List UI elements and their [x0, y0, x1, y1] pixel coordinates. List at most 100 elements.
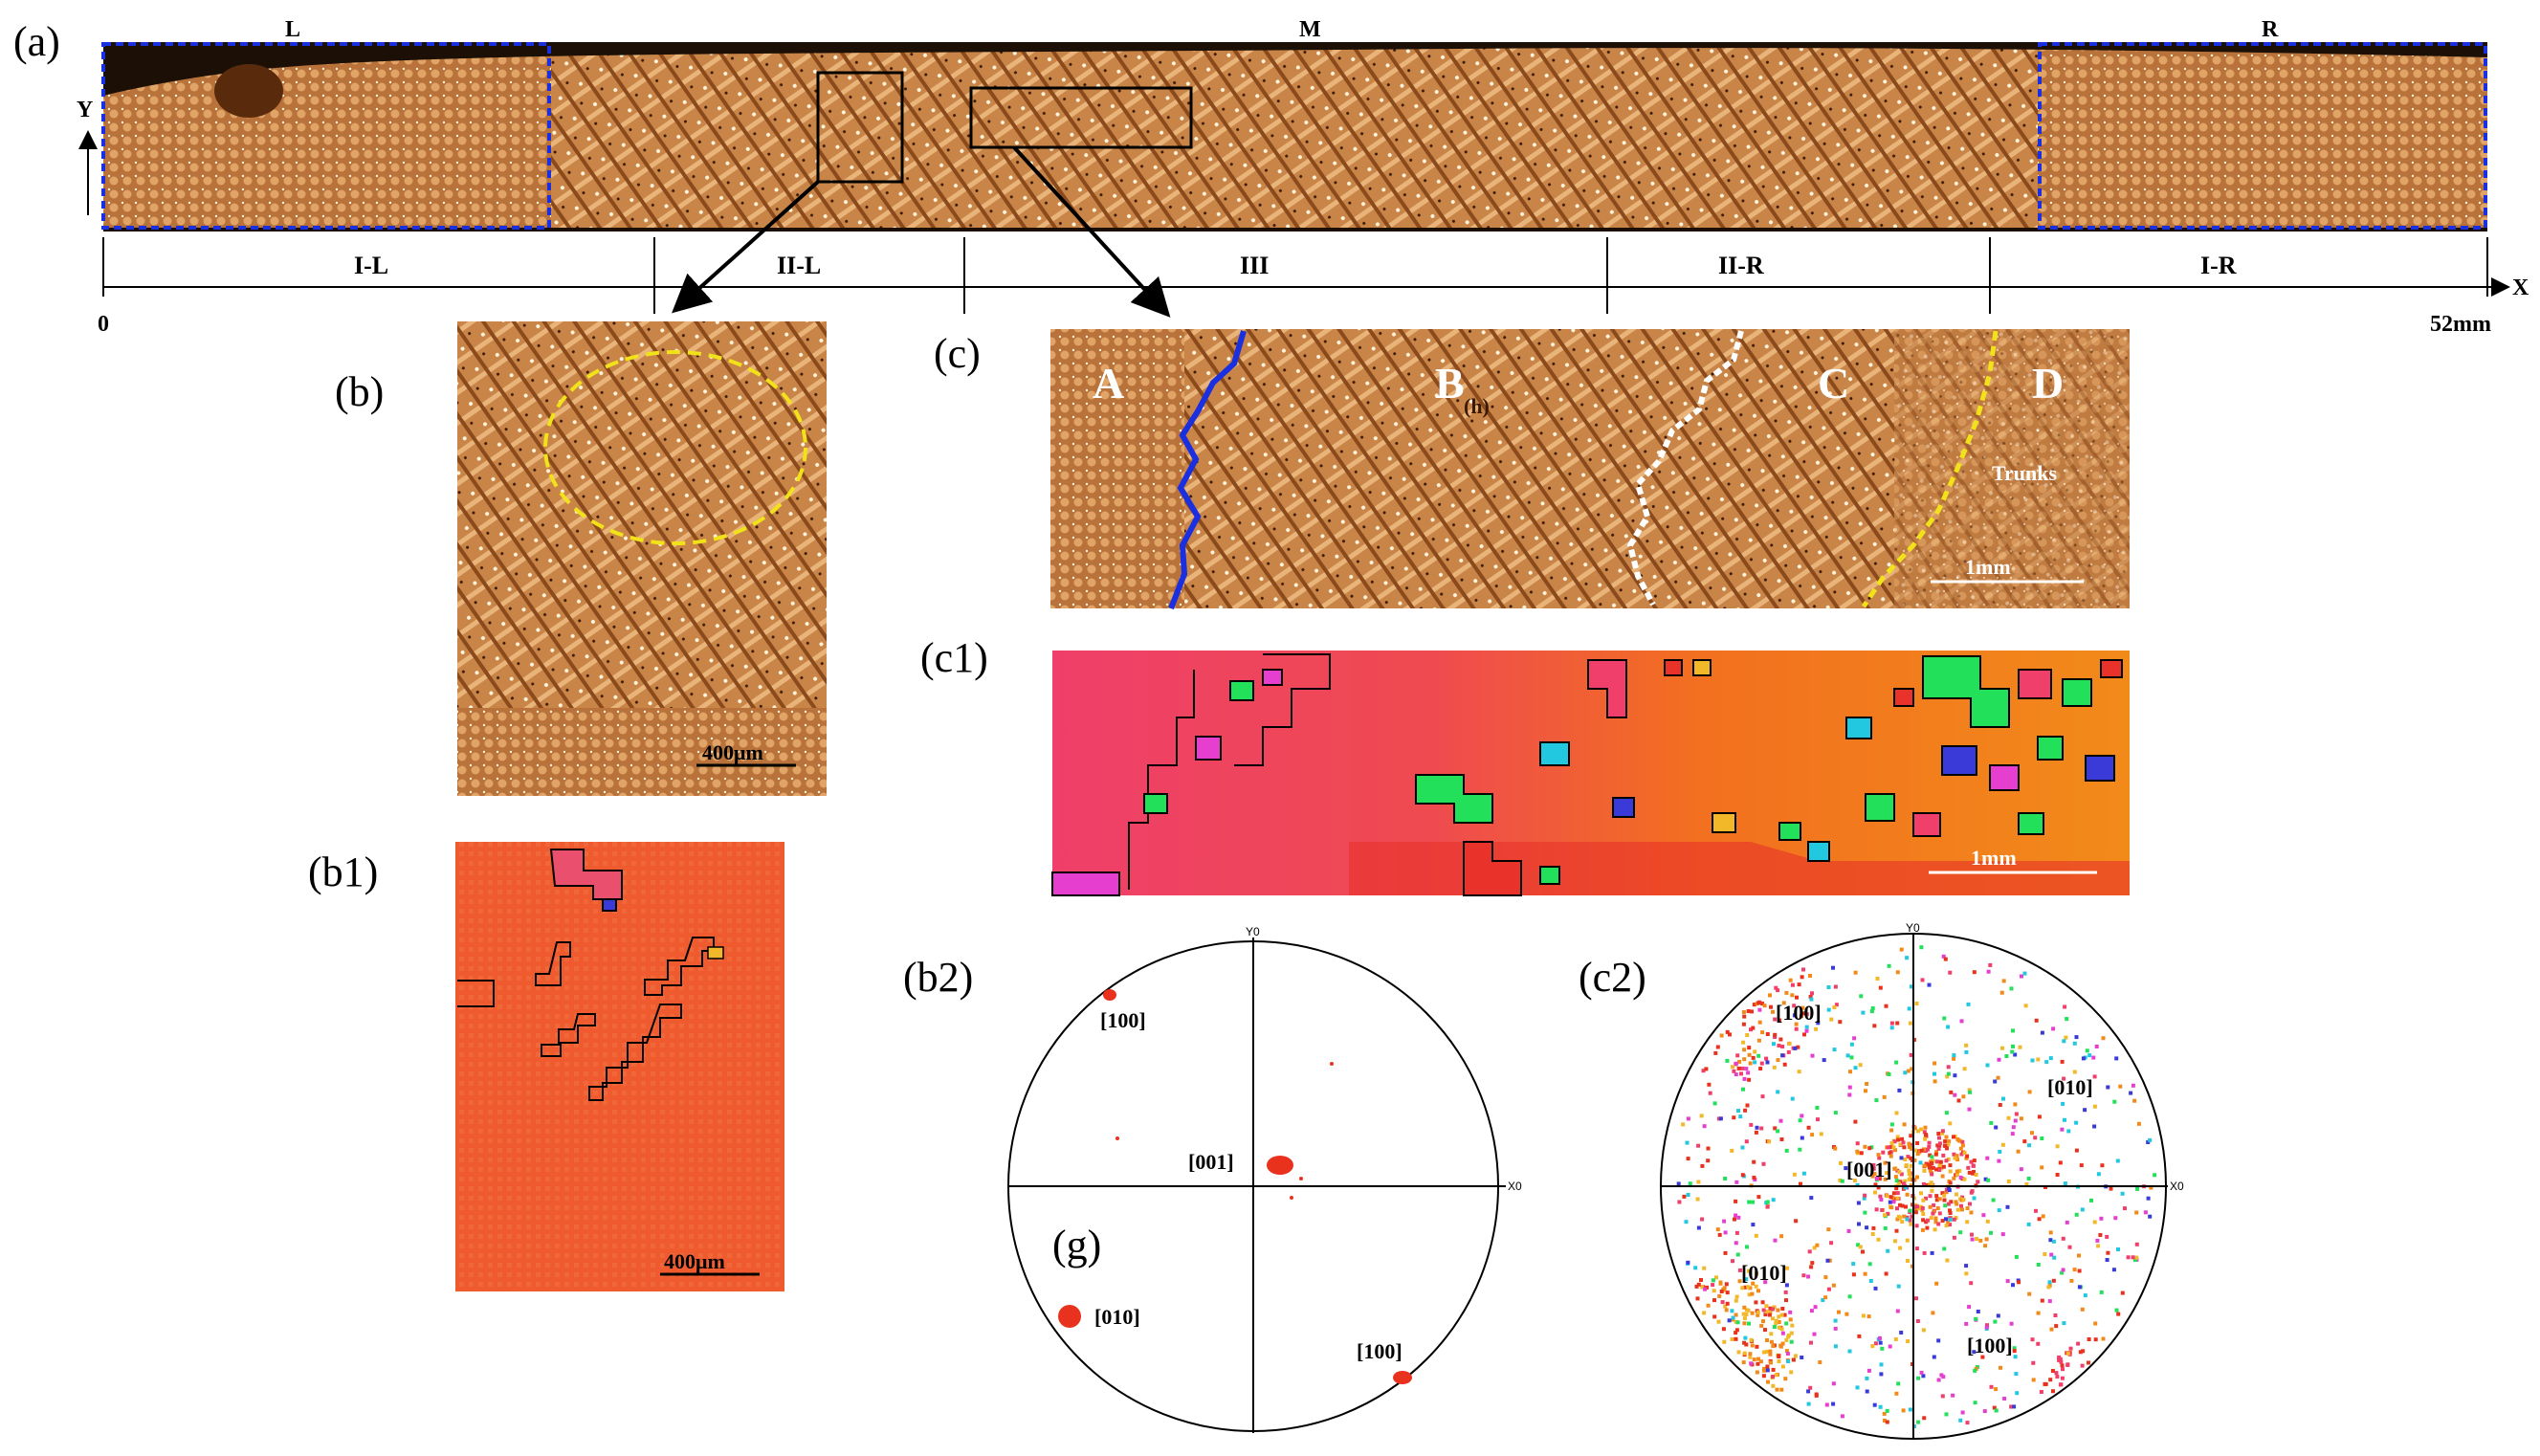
- pole-point: [1725, 1058, 1730, 1063]
- pole-point: [1794, 1022, 1799, 1026]
- pole-point: [1797, 1070, 1801, 1074]
- pole-point: [1917, 1150, 1922, 1155]
- pole-point: [1801, 1011, 1806, 1016]
- pole-point: [1945, 1146, 1949, 1151]
- pole-point: [1886, 1248, 1890, 1253]
- pole-point: [2148, 1137, 2153, 1142]
- panel-b2-pole-3: [010]: [1094, 1305, 1140, 1329]
- pole-point: [1889, 1026, 1894, 1030]
- pole-point: [1762, 1366, 1766, 1371]
- pole-point: [1809, 1340, 1813, 1345]
- pole-point: [1742, 1048, 1747, 1052]
- pole-point: [1838, 1178, 1843, 1182]
- pole-point: [1915, 1141, 1920, 1145]
- pole-point: [1888, 1195, 1893, 1200]
- pole-point: [1747, 1268, 1751, 1273]
- pole-point: [1826, 985, 1831, 989]
- pole-point: [1851, 1272, 1856, 1277]
- pole-point: [2040, 1298, 2044, 1303]
- pole-point: [1936, 1378, 1941, 1382]
- panel-b2-pole-4: [100]: [1357, 1339, 1403, 1363]
- pole-point: [1948, 1169, 1953, 1174]
- panel-b-micrograph: [457, 321, 827, 796]
- pole-point: [2065, 1220, 2069, 1224]
- pole-point: [1996, 1313, 2000, 1318]
- pole-point: [1784, 1349, 1789, 1354]
- pole-point: [1743, 1335, 1748, 1340]
- pole-point: [1894, 1391, 1899, 1396]
- pole-point: [2063, 1117, 2066, 1122]
- pole-point: [1921, 1181, 1926, 1186]
- pole-point: [2017, 1280, 2021, 1285]
- pole-point: [1756, 1001, 1761, 1005]
- pole-point: [1734, 1061, 1738, 1066]
- pole-point: [1794, 1026, 1799, 1031]
- pole-point: [2027, 1090, 2032, 1094]
- pole-point: [1952, 1235, 1956, 1240]
- pole-point: [1747, 1077, 1752, 1082]
- pole-point: [1734, 1230, 1739, 1235]
- pole-point: [1746, 1009, 1751, 1013]
- pole-point: [1907, 1168, 1911, 1173]
- pole-point: [1840, 1414, 1844, 1419]
- pole-point: [1806, 1401, 1811, 1406]
- pole-point: [1909, 1163, 1913, 1168]
- pole-point: [2113, 1216, 2118, 1221]
- pole-point: [1784, 1283, 1789, 1288]
- pole-point: [1734, 1313, 1738, 1317]
- pole-point: [2020, 974, 2023, 979]
- pole-point: [1940, 1394, 1945, 1399]
- pole-point: [2033, 1136, 2038, 1140]
- pole-point: [1770, 1307, 1775, 1312]
- pole-point: [1833, 984, 1838, 989]
- pole-point: [1942, 1143, 1947, 1148]
- x-start-label: 0: [98, 312, 109, 337]
- pole-point: [2047, 1280, 2052, 1285]
- pole-point: [1756, 1361, 1760, 1366]
- pole-point: [2078, 1350, 2083, 1355]
- pole-point: [1761, 1350, 1766, 1355]
- pole-point: [1946, 1220, 1951, 1224]
- pole-point: [1750, 1311, 1755, 1315]
- panel-c2-pole-figure: [1660, 933, 2168, 1440]
- pole-point: [1966, 1002, 1971, 1006]
- pole-point: [1763, 1313, 1768, 1317]
- pole-point: [1782, 1313, 1787, 1317]
- pole-point: [1800, 1005, 1805, 1010]
- pole-point: [1922, 1168, 1927, 1173]
- pole-point: [1893, 1239, 1897, 1244]
- pole-point: [1859, 1151, 1864, 1156]
- pole-point: [1851, 1262, 1856, 1267]
- panel-c2-pole-1: [100]: [1776, 1001, 1822, 1025]
- pole-point: [1761, 1161, 1766, 1166]
- pole-point: [2036, 1263, 2041, 1267]
- pole-point: [2040, 1165, 2044, 1170]
- pole-point: [1718, 1116, 1723, 1121]
- pole-point: [1965, 1206, 1970, 1210]
- pole-point: [1780, 1307, 1785, 1311]
- pole-point: [1936, 1222, 1941, 1226]
- pole-point: [1937, 1136, 1941, 1140]
- pole-point: [1912, 1204, 1917, 1209]
- pole-point: [1765, 1200, 1770, 1204]
- pole-point: [1844, 1312, 1849, 1316]
- pole-point: [1702, 1311, 1707, 1315]
- pole-point: [2034, 1018, 2039, 1023]
- pole-point: [1741, 1010, 1746, 1014]
- pole-point: [1872, 1402, 1877, 1407]
- pole-point: [1848, 1070, 1852, 1074]
- pole-point: [1781, 1001, 1786, 1005]
- pole-point: [2060, 1127, 2065, 1132]
- pole-point: [1870, 1232, 1875, 1236]
- pole-point: [1902, 1145, 1907, 1150]
- pole-point: [1877, 1156, 1882, 1160]
- pole-point: [1865, 1376, 1869, 1380]
- x-axis: [102, 237, 2510, 314]
- pole-point: [1945, 1074, 1950, 1079]
- pole-point: [1707, 1082, 1712, 1087]
- pole-point: [1969, 1210, 1974, 1215]
- pole-point: [1823, 1295, 1828, 1300]
- pole-point: [1794, 1354, 1798, 1358]
- pole-point: [1823, 1275, 1828, 1280]
- pole-point: [1761, 1308, 1766, 1313]
